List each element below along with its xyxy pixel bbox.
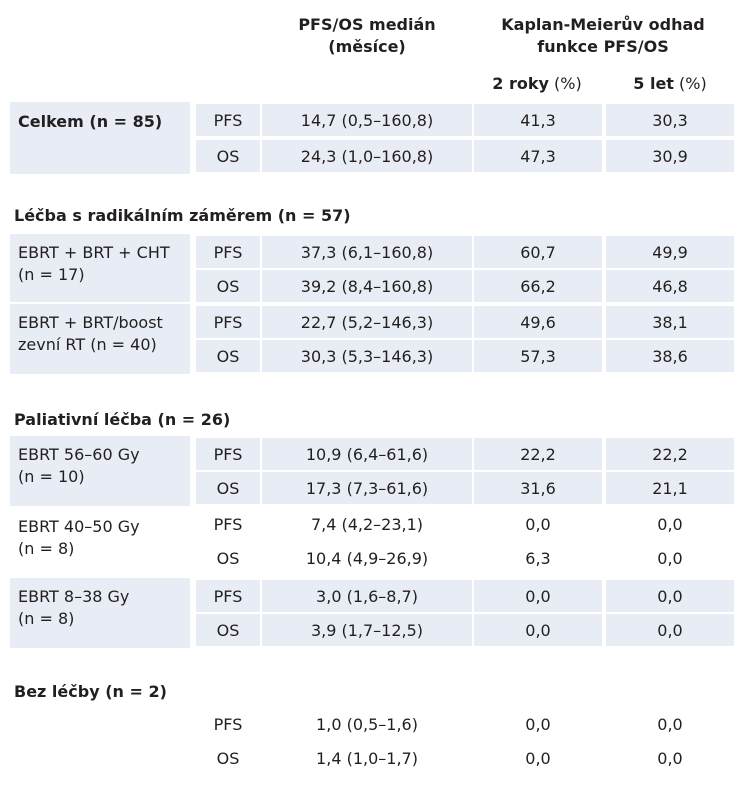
cell-2-years: 6,3 [525, 548, 551, 568]
cell-type: OS [196, 340, 260, 372]
cell-type: OS [216, 748, 240, 768]
group-ebrt-8-38-line2: (n = 8) [18, 609, 75, 628]
cell-2-years: 66,2 [474, 270, 602, 302]
cell-2-years: 47,3 [474, 140, 602, 172]
cell-median: 37,3 (6,1–160,8) [262, 236, 472, 268]
cell-median: 3,9 (1,7–12,5) [262, 614, 472, 646]
subheader-5-years-bold: 5 let [633, 74, 674, 93]
cell-median: 3,0 (1,6–8,7) [262, 580, 472, 612]
cell-type: PFS [196, 438, 260, 470]
cell-type: OS [196, 472, 260, 504]
cell-median: 10,4 (4,9–26,9) [305, 548, 429, 568]
group-ebrt-brt-boost-line2: zevní RT (n = 40) [18, 335, 157, 354]
group-ebrt-56-60-line2: (n = 10) [18, 467, 85, 486]
cell-5-years: 49,9 [606, 236, 734, 268]
cell-median: 39,2 (8,4–160,8) [262, 270, 472, 302]
cell-5-years: 30,9 [606, 140, 734, 172]
group-ebrt-40-50: EBRT 40–50 Gy (n = 8) [10, 508, 190, 576]
cell-median: 30,3 (5,3–146,3) [262, 340, 472, 372]
cell-5-years: 0,0 [606, 580, 734, 612]
cell-2-years: 0,0 [525, 514, 551, 534]
group-ebrt-8-38: EBRT 8–38 Gy (n = 8) [10, 578, 190, 648]
cell-type: OS [216, 548, 240, 568]
group-ebrt-brt-boost-line1: EBRT + BRT/boost [18, 313, 163, 332]
cell-5-years: 22,2 [606, 438, 734, 470]
header-km: Kaplan-Meierův odhad funkce PFS/OS [472, 14, 734, 58]
subheader-5-years: 5 let (%) [606, 74, 734, 93]
section-no-treatment: Bez léčby (n = 2) [14, 682, 167, 701]
cell-2-years: 0,0 [474, 614, 602, 646]
cell-5-years: 0,0 [657, 748, 683, 768]
cell-2-years: 0,0 [474, 580, 602, 612]
cell-2-years: 0,0 [525, 748, 551, 768]
section-radical: Léčba s radikálním záměrem (n = 57) [14, 206, 351, 225]
group-ebrt-brt-cht: EBRT + BRT + CHT (n = 17) [10, 234, 190, 302]
header-median-line2: (měsíce) [328, 37, 406, 56]
cell-5-years: 0,0 [657, 548, 683, 568]
group-total-label: Celkem (n = 85) [18, 112, 163, 131]
cell-5-years: 0,0 [657, 714, 683, 734]
group-ebrt-56-60: EBRT 56–60 Gy (n = 10) [10, 436, 190, 506]
cell-median: 14,7 (0,5–160,8) [262, 104, 472, 136]
cell-type: PFS [196, 104, 260, 136]
cell-median: 7,4 (4,2–23,1) [310, 514, 424, 534]
group-total: Celkem (n = 85) [10, 102, 190, 174]
header-km-line2: funkce PFS/OS [537, 37, 669, 56]
group-ebrt-8-38-line1: EBRT 8–38 Gy [18, 587, 130, 606]
cell-type: PFS [196, 236, 260, 268]
cell-median: 17,3 (7,3–61,6) [262, 472, 472, 504]
group-ebrt-brt-boost: EBRT + BRT/boost zevní RT (n = 40) [10, 304, 190, 374]
cell-5-years: 0,0 [657, 514, 683, 534]
cell-5-years: 21,1 [606, 472, 734, 504]
cell-type: PFS [213, 514, 243, 534]
cell-2-years: 60,7 [474, 236, 602, 268]
section-palliative: Paliativní léčba (n = 26) [14, 410, 231, 429]
cell-type: PFS [213, 714, 243, 734]
cell-5-years: 46,8 [606, 270, 734, 302]
subheader-2-years: 2 roky (%) [472, 74, 602, 93]
cell-type: PFS [196, 580, 260, 612]
header-median: PFS/OS medián (měsíce) [262, 14, 472, 58]
cell-median: 1,4 (1,0–1,7) [316, 748, 418, 768]
cell-5-years: 0,0 [606, 614, 734, 646]
cell-type: OS [196, 270, 260, 302]
cell-type: OS [196, 140, 260, 172]
group-ebrt-brt-cht-line1: EBRT + BRT + CHT [18, 243, 170, 262]
subheader-2-years-bold: 2 roky [492, 74, 549, 93]
group-ebrt-brt-cht-line2: (n = 17) [18, 265, 85, 284]
header-km-line1: Kaplan-Meierův odhad [501, 15, 705, 34]
cell-median: 10,9 (6,4–61,6) [262, 438, 472, 470]
cell-2-years: 41,3 [474, 104, 602, 136]
cell-2-years: 57,3 [474, 340, 602, 372]
subheader-2-years-unit: (%) [554, 74, 582, 93]
cell-5-years: 30,3 [606, 104, 734, 136]
group-ebrt-56-60-line1: EBRT 56–60 Gy [18, 445, 140, 464]
cell-median: 1,0 (0,5–1,6) [316, 714, 418, 734]
cell-2-years: 22,2 [474, 438, 602, 470]
group-ebrt-40-50-line2: (n = 8) [18, 539, 75, 558]
cell-type: OS [196, 614, 260, 646]
cell-5-years: 38,6 [606, 340, 734, 372]
cell-5-years: 38,1 [606, 306, 734, 338]
cell-2-years: 0,0 [525, 714, 551, 734]
subheader-5-years-unit: (%) [679, 74, 707, 93]
header-median-line1: PFS/OS medián [298, 15, 436, 34]
cell-2-years: 31,6 [474, 472, 602, 504]
cell-median: 24,3 (1,0–160,8) [262, 140, 472, 172]
cell-type: PFS [196, 306, 260, 338]
group-ebrt-40-50-line1: EBRT 40–50 Gy [18, 517, 140, 536]
cell-2-years: 49,6 [474, 306, 602, 338]
cell-median: 22,7 (5,2–146,3) [262, 306, 472, 338]
